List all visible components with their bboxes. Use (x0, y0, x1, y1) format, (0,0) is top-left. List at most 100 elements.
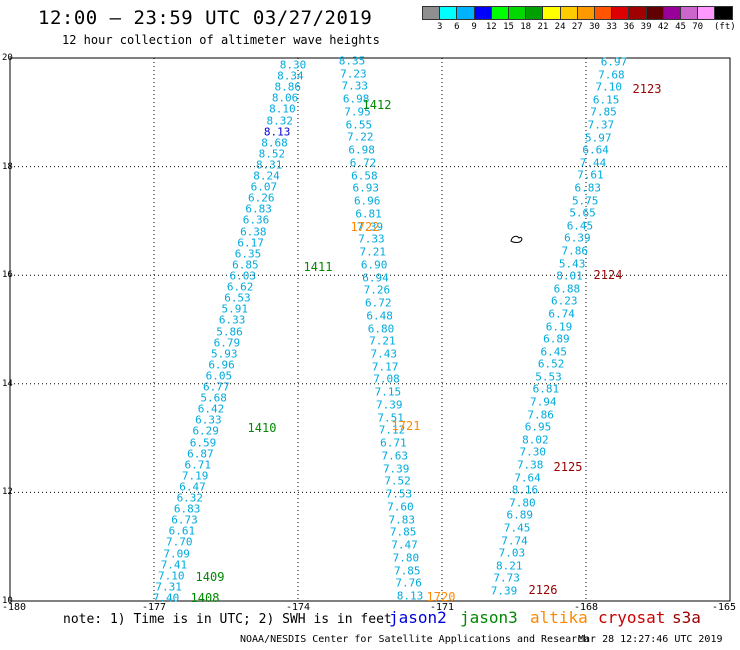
wave-height-value: 7.40 (152, 591, 180, 605)
colorbar-tick-label: 39 (640, 22, 652, 32)
wave-height-value: 6.87 (187, 447, 214, 461)
wave-height-value: 7.12 (378, 423, 406, 437)
pass-time-label: 2124 (593, 268, 623, 282)
wave-height-value: 5.53 (535, 370, 562, 384)
wave-height-value: 8.01 (556, 269, 583, 283)
wave-height-value: 6.81 (532, 382, 560, 396)
colorbar-unit: (ft) (714, 22, 736, 32)
wave-height-value: 7.68 (598, 68, 625, 82)
wave-height-value: 8.13 (396, 589, 424, 603)
wave-height-value: 7.47 (391, 538, 418, 552)
wave-height-value: 8.34 (277, 69, 304, 83)
wave-height-value: 7.83 (388, 513, 415, 527)
pass-time-label: 1408 (190, 591, 220, 605)
wave-height-value: 6.39 (564, 231, 591, 245)
wave-height-value: 6.07 (250, 180, 278, 194)
wave-height-value: 8.06 (271, 91, 299, 105)
wave-height-value: 7.52 (384, 474, 411, 488)
footnote: note: 1) Time is in UTC; 2) SWH is in fe… (63, 612, 392, 627)
legend-altika: altika (530, 608, 588, 627)
wave-height-value: 7.39 (490, 584, 518, 598)
lat-tick-label: 10 (2, 596, 13, 606)
pass-time-label: 1412 (362, 98, 392, 112)
wave-height-value: 6.33 (195, 413, 222, 427)
wave-height-value: 6.77 (203, 380, 230, 394)
wave-height-value: 6.89 (506, 508, 533, 522)
wave-height-value: 7.41 (160, 558, 188, 572)
wave-height-value: 6.42 (197, 402, 225, 416)
wave-height-value: 8.10 (269, 102, 296, 116)
wave-height-value: 7.39 (382, 462, 410, 476)
map-subtitle: 12 hour collection of altimeter wave hei… (62, 33, 380, 47)
wave-height-value: 6.83 (173, 502, 201, 516)
wave-height-value: 8.86 (274, 80, 301, 94)
wave-height-value: 7.43 (370, 347, 398, 361)
wave-height-value: 6.88 (553, 282, 581, 296)
wave-height-value: 6.59 (189, 436, 217, 450)
credit-line: NOAA/NESDIS Center for Satellite Applica… (240, 634, 590, 645)
wave-height-value: 7.76 (395, 576, 422, 590)
wave-height-value: 8.02 (522, 433, 549, 447)
lon-tick-label: -165 (711, 602, 737, 613)
wave-height-value: 6.33 (218, 313, 246, 327)
wave-height-value: 7.86 (527, 408, 554, 422)
lat-tick-label: 12 (2, 487, 13, 498)
lat-tick-label: 18 (2, 161, 13, 172)
colorbar-tick-label: 9 (471, 22, 477, 32)
wave-height-value: 7.85 (393, 564, 421, 578)
wave-height-value: 6.45 (566, 219, 594, 233)
wave-height-value: 6.61 (168, 524, 196, 538)
wave-height-value: 7.86 (561, 244, 588, 258)
wave-height-value: 6.19 (545, 320, 573, 333)
lon-tick-label: -180 (1, 602, 27, 613)
colorbar-tick-label: 27 (571, 22, 583, 32)
wave-height-value: 8.30 (279, 58, 307, 72)
wave-height-value: 7.30 (519, 445, 547, 459)
pass-time-label: 1721 (391, 419, 421, 433)
wave-height-value: 8.24 (253, 169, 280, 183)
wave-height-value: 6.36 (242, 213, 270, 227)
colorbar-tick-label: 45 (675, 22, 686, 32)
legend-s3a: s3a (672, 608, 701, 627)
wave-height-value: 6.79 (213, 336, 241, 350)
wave-height-value: 7.21 (369, 334, 396, 348)
colorbar-tick-label: 70 (692, 22, 704, 32)
wave-height-value: 7.44 (579, 156, 607, 170)
wave-height-value: 6.81 (355, 207, 382, 221)
lon-tick-label: -174 (285, 602, 311, 613)
wave-height-value: 6.05 (205, 369, 233, 383)
wave-height-value: 7.64 (514, 471, 541, 485)
wave-height-value: 7.23 (340, 67, 367, 81)
wave-height-value: 7.80 (509, 496, 536, 510)
wave-height-value: 8.13 (263, 125, 291, 139)
wave-height-value: 8.52 (258, 147, 286, 161)
wave-height-value: 7.31 (155, 580, 182, 594)
wave-height-value: 6.71 (184, 458, 212, 472)
wave-height-value: 6.73 (171, 513, 198, 527)
wave-height-value: 6.64 (582, 143, 609, 157)
pass-time-label: 2125 (553, 460, 583, 474)
colorbar-tick-label: 42 (657, 22, 669, 32)
wave-height-value: 6.17 (237, 236, 264, 250)
wave-height-value: 6.94 (362, 271, 389, 285)
colorbar-tick-label: 24 (554, 22, 566, 32)
pass-time-label: 2123 (632, 82, 662, 96)
lat-tick-label: 20 (2, 53, 13, 63)
wave-height-value: 8.35 (338, 54, 366, 68)
lon-tick-label: -171 (429, 602, 455, 613)
wave-height-value: 6.38 (240, 225, 267, 239)
pass-time-label: 2126 (528, 583, 558, 597)
wave-height-value: 6.35 (234, 247, 262, 261)
legend-cryosat: cryosat (598, 608, 666, 627)
wave-height-value: 6.26 (248, 191, 275, 205)
wave-height-value: 6.48 (366, 309, 393, 323)
pass-time-label: 1409 (195, 570, 225, 584)
wave-height-value: 7.21 (359, 245, 386, 259)
colorbar-tick-label: 6 (454, 22, 460, 32)
wave-height-value: 6.80 (367, 322, 395, 335)
wave-height-value: 7.45 (503, 521, 531, 535)
lat-tick-label: 16 (2, 270, 13, 281)
wave-height-value: 7.17 (371, 360, 399, 374)
wave-height-value: 6.53 (224, 291, 251, 305)
